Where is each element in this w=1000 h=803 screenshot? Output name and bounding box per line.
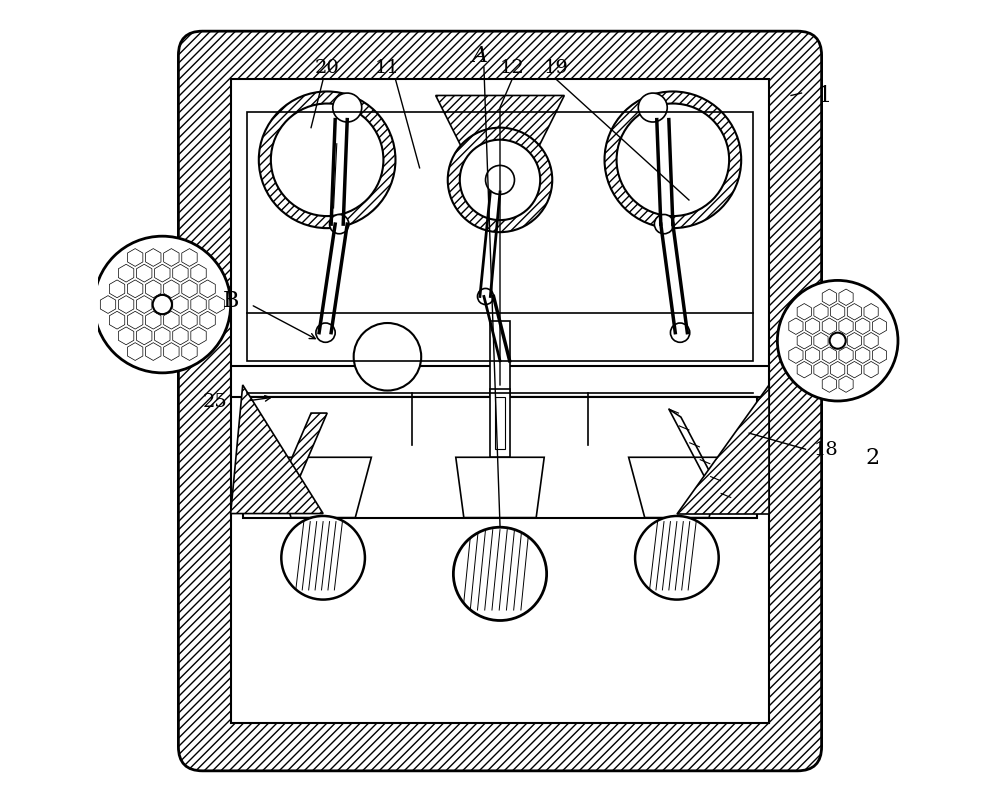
Circle shape <box>486 166 514 195</box>
Polygon shape <box>456 458 544 518</box>
Circle shape <box>94 237 231 373</box>
Circle shape <box>153 296 172 315</box>
Bar <box>247 112 753 361</box>
Bar <box>495 397 505 450</box>
Circle shape <box>605 92 741 229</box>
Bar <box>243 397 757 518</box>
Text: 25: 25 <box>203 393 227 410</box>
Bar <box>231 80 769 723</box>
Text: 18: 18 <box>814 441 838 459</box>
Text: 1: 1 <box>818 85 832 108</box>
Bar <box>391 411 400 427</box>
Circle shape <box>617 104 729 217</box>
Bar <box>231 367 769 397</box>
Circle shape <box>777 281 898 402</box>
Bar <box>243 397 757 450</box>
Bar <box>251 402 404 446</box>
Circle shape <box>281 516 365 600</box>
Circle shape <box>830 333 846 349</box>
Circle shape <box>316 324 335 343</box>
Circle shape <box>638 94 667 123</box>
Circle shape <box>259 92 395 229</box>
Bar <box>231 80 769 723</box>
Text: 2: 2 <box>866 446 880 469</box>
Circle shape <box>448 128 552 233</box>
Polygon shape <box>275 458 371 518</box>
Text: 19: 19 <box>544 59 569 77</box>
Circle shape <box>271 104 383 217</box>
Circle shape <box>333 94 362 123</box>
Polygon shape <box>275 414 327 498</box>
Text: B: B <box>223 290 239 312</box>
Polygon shape <box>629 458 725 518</box>
Bar <box>596 402 749 446</box>
Polygon shape <box>677 385 769 514</box>
Bar <box>490 321 510 397</box>
Circle shape <box>330 215 349 234</box>
Circle shape <box>453 528 547 621</box>
Text: 12: 12 <box>500 59 524 77</box>
Polygon shape <box>436 96 564 225</box>
Text: 11: 11 <box>375 59 400 77</box>
Text: 20: 20 <box>315 59 340 77</box>
Circle shape <box>635 516 719 600</box>
Polygon shape <box>231 385 323 514</box>
Circle shape <box>460 141 540 221</box>
Bar <box>416 411 424 427</box>
Bar <box>584 411 592 427</box>
Circle shape <box>477 289 494 305</box>
Bar <box>424 402 576 446</box>
Circle shape <box>354 324 421 391</box>
Circle shape <box>670 324 690 343</box>
Text: A: A <box>472 45 488 67</box>
Bar <box>490 389 510 458</box>
Circle shape <box>654 215 674 234</box>
